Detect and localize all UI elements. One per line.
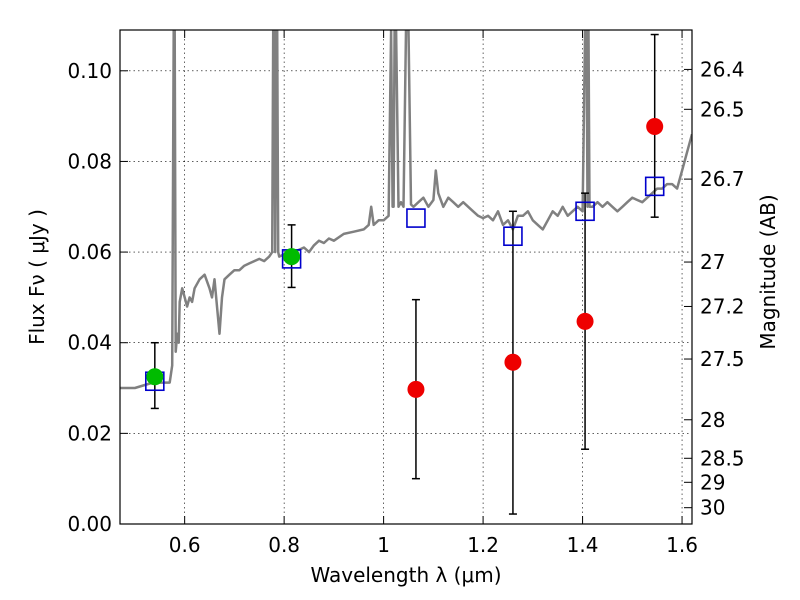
y-tick-label: 0.06	[67, 240, 112, 264]
x-tick-label: 1.6	[666, 533, 698, 557]
circle-marker	[283, 248, 301, 266]
right-tick-label: 29	[700, 470, 725, 494]
model-spectrum	[120, 30, 692, 390]
x-tick-label: 1.4	[567, 533, 599, 557]
x-axis-label: Wavelength λ (μm)	[310, 563, 501, 587]
plot-frame	[119, 29, 693, 525]
square-marker	[575, 201, 595, 222]
right-tick-label: 27.5	[700, 347, 745, 371]
y-axis-label: Flux Fν ( μJy )	[25, 209, 49, 345]
square-marker	[644, 176, 665, 197]
y-tick-label: 0.00	[67, 512, 112, 536]
x-tick-label: 1	[377, 533, 390, 557]
y-tick-label: 0.04	[67, 331, 112, 355]
x-tick-label: 0.8	[268, 533, 300, 557]
right-tick-label: 26.7	[700, 167, 745, 191]
y-tick-label: 0.08	[67, 149, 112, 173]
circle-marker	[646, 118, 664, 136]
circle-marker	[504, 353, 522, 371]
right-tick-label: 27.2	[700, 294, 745, 318]
square-marker	[406, 208, 426, 228]
data-markers	[145, 118, 665, 398]
y-tick-label: 0.02	[67, 421, 112, 445]
y-tick-label: 0.10	[67, 59, 112, 83]
right-tick-label: 26.4	[700, 57, 745, 81]
right-tick-label: 27	[700, 250, 725, 274]
spectrum-line	[120, 30, 692, 390]
right-tick-label: 28	[700, 408, 725, 432]
right-tick-label: 26.5	[700, 97, 745, 121]
right-tick-label: 28.5	[700, 446, 745, 470]
circle-marker	[576, 312, 594, 330]
right-axis-label: Magnitude (AB)	[756, 194, 780, 349]
square-marker	[503, 226, 523, 247]
axis-ticks: 0.6 0.8 1 1.2 1.4 1.6 0.00 0.02 0.04 0.06 0.08 0.10…	[67, 30, 745, 557]
x-tick-label: 1.2	[467, 533, 499, 557]
right-tick-label: 30	[700, 496, 725, 520]
circle-marker	[146, 368, 164, 386]
circle-marker	[407, 380, 425, 398]
x-tick-label: 0.6	[169, 533, 201, 557]
